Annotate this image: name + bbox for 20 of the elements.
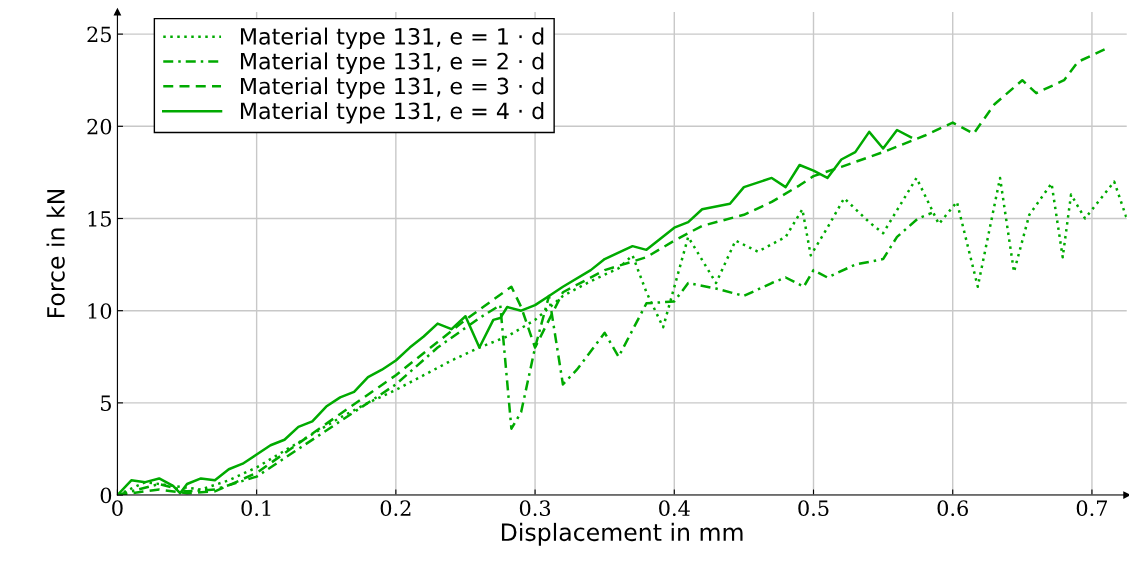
legend-label: Material type 131, e = 4 · d	[240, 102, 544, 124]
legend-label: Material type 131, e = 1 · d	[240, 27, 544, 50]
x-tick-label: 0.6	[937, 500, 968, 517]
x-tick-label: 0.7	[1076, 500, 1107, 517]
legend-label: Material type 131, e = 3 · d	[240, 77, 544, 99]
x-tick-label: 0.5	[798, 500, 829, 517]
y-tick-label: 15	[88, 210, 111, 227]
x-tick-label: 0.4	[659, 500, 690, 517]
legend-label: Material type 131, e = 2 · d	[240, 52, 544, 74]
y-tick-label: 5	[101, 395, 111, 412]
y-tick-label: 10	[88, 303, 112, 319]
x-axis-title: Displacement in mm	[501, 522, 743, 546]
x-tick-label: 0.3	[519, 500, 551, 517]
y-axis-title: Force in kN	[46, 189, 65, 318]
y-tick-label: 20	[87, 118, 112, 135]
y-tick-label: 25	[87, 26, 111, 43]
x-tick-label: 0	[112, 500, 123, 517]
x-tick-label: 0.2	[380, 500, 411, 517]
x-tick-label: 0.1	[241, 500, 271, 517]
y-tick-label: 0	[100, 487, 112, 504]
